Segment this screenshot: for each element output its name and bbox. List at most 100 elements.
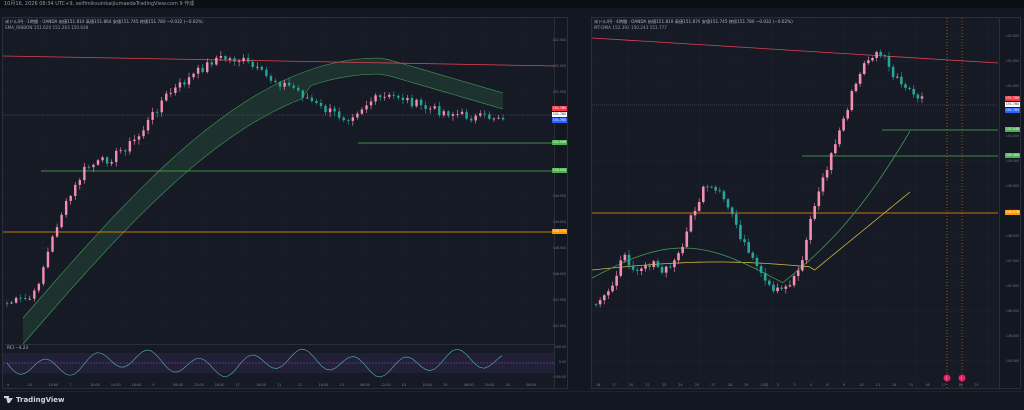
- candle-body: [912, 88, 916, 95]
- candle-body: [743, 239, 746, 243]
- tradingview-logo[interactable]: TradingView: [4, 396, 65, 404]
- time-tick: 15: [908, 383, 914, 387]
- candle-body: [96, 160, 100, 165]
- price-tick: 147.500: [552, 298, 566, 302]
- candle-body: [324, 105, 327, 113]
- price-tick: 149.000: [1005, 184, 1019, 188]
- candle-body: [850, 91, 854, 111]
- osc-tick: 0.00: [558, 360, 566, 364]
- candle-body: [809, 218, 812, 240]
- price-tag-support1: 151.049: [551, 140, 567, 145]
- time-tick: 16: [925, 383, 930, 387]
- price-tag-orange: 148.976: [1004, 210, 1020, 215]
- price-tick: 152.000: [1005, 34, 1019, 38]
- resistance-trendline: [3, 55, 557, 67]
- candle-body: [664, 266, 668, 273]
- candle-body: [900, 76, 903, 85]
- candle-body: [817, 191, 821, 207]
- candle-body: [337, 111, 341, 118]
- candle-body: [287, 82, 291, 86]
- candle-body: [846, 110, 850, 119]
- candle-body: [456, 114, 459, 115]
- candle-body: [360, 109, 364, 114]
- candle-body: [46, 251, 50, 268]
- candle-body: [301, 90, 304, 98]
- time-tick: 12:00: [193, 383, 204, 387]
- chart-pane-1h[interactable]: 米ドル/円 · 1時間 · OANDA 始値151.810 高値151.864 …: [2, 17, 568, 389]
- candle-body: [383, 96, 386, 98]
- candle-body: [201, 67, 204, 72]
- candle-body: [780, 287, 783, 289]
- time-tick: 16:00: [214, 383, 225, 387]
- candle-body: [465, 111, 468, 119]
- time-tick: 16: [596, 383, 601, 387]
- candle-body: [479, 113, 482, 116]
- price-axis-left[interactable]: 152.500152.000151.500151.000150.500150.0…: [551, 18, 567, 388]
- candle-body: [594, 304, 598, 306]
- time-tick: 27: [711, 383, 716, 387]
- rci-oscillator-panel[interactable]: RCI −4.23: [5, 344, 555, 383]
- candle-body: [101, 157, 104, 161]
- candle-body: [315, 101, 318, 103]
- candle-body: [392, 94, 395, 96]
- time-tick: 2: [777, 383, 780, 387]
- candle-body: [283, 82, 286, 87]
- candle-body: [895, 76, 899, 78]
- candle-body: [310, 97, 314, 102]
- candle-body: [424, 105, 427, 109]
- candle-body: [365, 105, 368, 110]
- candle-body: [128, 141, 132, 152]
- time-tick: 10:00: [90, 383, 100, 387]
- candle-body: [24, 298, 27, 300]
- price-tick: 146.000: [1005, 334, 1019, 338]
- candle-body: [685, 231, 689, 247]
- candle-body: [697, 202, 701, 211]
- candle-body: [460, 111, 464, 115]
- candle-body: [306, 97, 309, 99]
- candle-body: [165, 93, 168, 101]
- candle-body: [677, 253, 680, 261]
- candle-body: [78, 180, 82, 185]
- time-tick: 4: [809, 383, 813, 387]
- candle-body: [60, 214, 63, 228]
- candle-body: [602, 295, 606, 301]
- candle-body: [714, 187, 717, 191]
- candle-body: [854, 83, 858, 92]
- candle-body: [726, 199, 730, 208]
- candle-body: [619, 260, 623, 276]
- candle-body: [228, 58, 232, 60]
- candle-body: [842, 118, 845, 131]
- candle-body: [33, 290, 36, 299]
- candle-body: [374, 95, 377, 102]
- time-tick: 10月: [760, 383, 769, 387]
- candle-body: [174, 87, 177, 93]
- candle-body: [187, 77, 191, 85]
- price-tick: 151.000: [1005, 84, 1019, 88]
- candle-body: [428, 108, 432, 110]
- time-tick: 16:00: [131, 383, 142, 387]
- time-tick: 08:00: [360, 383, 370, 387]
- time-tick: 08:00: [463, 383, 474, 387]
- price-tick: 149.500: [552, 194, 566, 198]
- candle-body: [501, 117, 505, 120]
- time-tick: 29: [744, 383, 749, 387]
- candle-body: [875, 52, 878, 58]
- candle-body: [278, 82, 282, 87]
- sma-line-slow: [22, 73, 504, 345]
- tradingview-logo-icon: [4, 396, 13, 403]
- chart-pane-4h[interactable]: 米ドル/円 · 4時間 · OANDA 始値151.810 高値151.879 …: [591, 17, 1021, 389]
- candle-body: [347, 120, 350, 122]
- candle-body: [784, 286, 788, 289]
- time-tick: 10: [859, 383, 864, 387]
- candle-body: [920, 96, 924, 99]
- candle-body: [829, 153, 833, 171]
- candle-body: [215, 57, 218, 65]
- candle-body: [644, 265, 647, 269]
- candle-body: [904, 84, 907, 88]
- price-axis-right[interactable]: 152.000151.500151.000150.500150.000149.5…: [999, 18, 1020, 388]
- candle-body: [10, 302, 13, 304]
- candle-body: [169, 92, 173, 94]
- candle-body: [110, 162, 113, 164]
- candlestick-chart-1h[interactable]: [3, 18, 557, 388]
